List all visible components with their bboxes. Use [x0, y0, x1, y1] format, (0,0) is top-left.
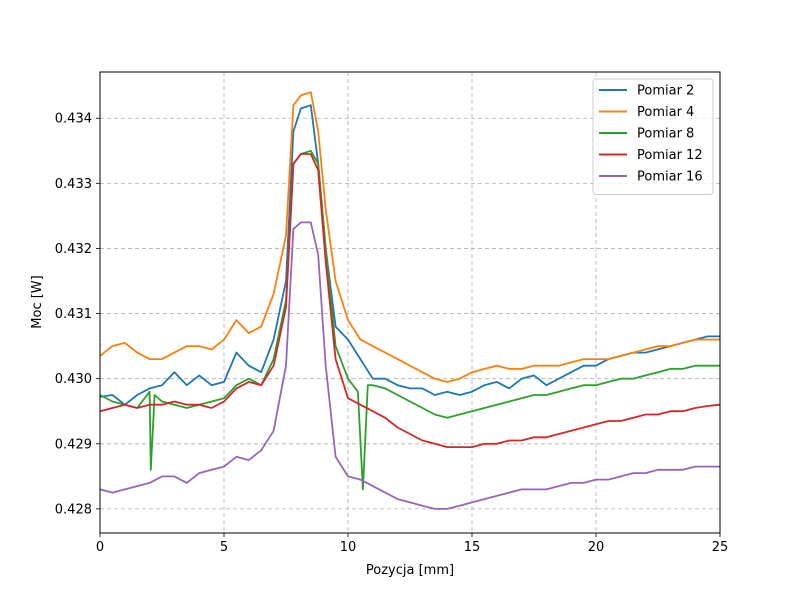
x-tick-label: 5 [220, 540, 228, 555]
x-tick-label: 10 [340, 540, 357, 555]
plot-frame [99, 71, 721, 534]
y-tick-label: 0.434 [55, 112, 92, 127]
grid-lines [99, 72, 721, 533]
y-tick-label: 0.429 [55, 437, 92, 452]
x-tick-label: 20 [588, 540, 605, 555]
legend-label: Pomiar 4 [637, 105, 694, 120]
series-lines [99, 91, 721, 510]
legend-box [592, 78, 714, 195]
x-axis-label: Pozycja [mm] [366, 563, 454, 578]
y-tick-label: 0.430 [55, 372, 92, 387]
legend-label: Pomiar 8 [637, 127, 694, 142]
legend-label: Pomiar 12 [637, 148, 703, 163]
x-tick-label: 0 [96, 540, 104, 555]
y-tick-label: 0.432 [55, 242, 92, 257]
y-tick-label: 0.433 [55, 177, 92, 192]
series-line-2 [99, 91, 720, 383]
series-line-4 [99, 153, 721, 449]
x-tick-label: 25 [712, 540, 729, 555]
legend-label: Pomiar 2 [637, 84, 694, 99]
x-tick-label: 15 [464, 540, 481, 555]
axis-ticks: 0 5 10 15 20 25 0.428 0.429 0.430 0.431 0.432 0.433… [55, 112, 728, 555]
y-tick-label: 0.428 [55, 502, 92, 517]
series-line-5 [99, 221, 720, 510]
y-axis-label: Moc [W] [30, 275, 45, 328]
legend: Pomiar 2 Pomiar 4 Pomiar 8 Pomiar 12 Pomiar … [592, 78, 714, 195]
legend-label: Pomiar 16 [637, 170, 703, 185]
y-tick-label: 0.431 [55, 307, 92, 322]
series-line-3 [99, 149, 720, 491]
